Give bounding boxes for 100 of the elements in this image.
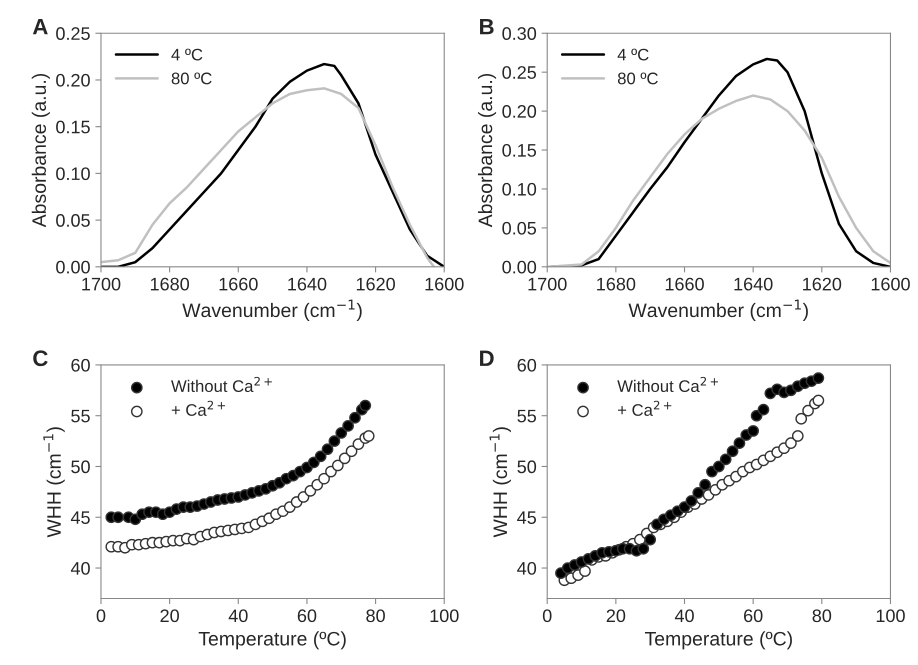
x-axis-title: Wavenumber (cm$^{−1}$) <box>628 300 808 322</box>
y-axis-title: Absorbance (a.u.) <box>478 74 496 228</box>
x-tick-label: 1680 <box>150 278 190 291</box>
point <box>785 437 797 449</box>
point <box>792 430 804 442</box>
y-tick-label: 55 <box>71 410 90 422</box>
point <box>322 443 334 456</box>
legend-label: + Ca$^{2+}$ <box>172 400 226 416</box>
point <box>328 435 340 447</box>
point <box>747 425 760 437</box>
point <box>338 452 351 464</box>
x-tick-label: 60 <box>298 609 316 622</box>
y-tick-label: 45 <box>517 511 536 524</box>
x-tick-label: 1620 <box>356 278 395 291</box>
y-tick-label: 40 <box>70 562 90 575</box>
x-tick-label: 1680 <box>597 278 636 291</box>
x-tick-label: 40 <box>674 609 694 622</box>
x-tick-label: 60 <box>744 609 762 622</box>
y-tick-label: 60 <box>518 358 536 372</box>
point <box>579 565 591 577</box>
point <box>112 511 124 524</box>
y-axis-title: Absorbance (a.u.) <box>32 74 50 228</box>
x-tick-label: 1700 <box>82 278 120 291</box>
chart-title: C <box>33 350 48 366</box>
point <box>359 400 372 412</box>
legend-label: Without Ca$^{2+}$ <box>171 376 272 392</box>
x-tick-label: 20 <box>160 609 179 622</box>
point <box>349 412 361 424</box>
x-tick-label: 1660 <box>220 278 258 291</box>
x-tick-label: 0 <box>96 609 106 622</box>
x-tick-label: 1660 <box>666 278 704 291</box>
y-tick-label: 0.15 <box>502 144 536 157</box>
x-tick-label: 100 <box>876 609 905 622</box>
point <box>335 427 348 439</box>
x-axis-title: Temperature (ºC) <box>644 631 792 650</box>
y-tick-label: 60 <box>71 358 90 372</box>
point <box>637 542 650 555</box>
point <box>362 430 375 442</box>
x-tick-label: 1600 <box>872 278 910 291</box>
legend-label: 80 ºC <box>172 72 212 84</box>
chart-title: D <box>480 350 494 366</box>
y-tick-label: 40 <box>517 562 536 575</box>
x-tick-label: 80 <box>812 609 832 622</box>
point <box>325 466 337 478</box>
x-tick-label: 1640 <box>734 278 773 291</box>
legend-label: Without Ca$^{2+}$ <box>617 376 718 392</box>
point <box>644 534 656 546</box>
x-axis-title: Wavenumber (cm$^{−1}$) <box>182 300 362 322</box>
y-tick-label: 50 <box>71 460 90 474</box>
x-tick-label: 20 <box>606 609 626 622</box>
x-tick-label: 1600 <box>426 278 464 291</box>
point <box>720 454 732 466</box>
x-tick-label: 40 <box>228 609 248 622</box>
chart-title: B <box>480 18 494 34</box>
legend-label: + Ca$^{2+}$ <box>618 400 672 416</box>
y-tick-label: 0.25 <box>56 27 90 40</box>
y-tick-label: 0.05 <box>56 214 90 227</box>
point <box>346 445 358 458</box>
y-tick-label: 0.20 <box>56 74 90 87</box>
point <box>812 394 824 406</box>
x-tick-label: 1640 <box>288 278 326 291</box>
y-tick-label: 0.25 <box>502 66 536 79</box>
point <box>332 460 344 472</box>
y-tick-label: 0.10 <box>502 182 536 196</box>
point <box>734 437 746 449</box>
y-tick-label: 0.00 <box>502 260 536 274</box>
x-tick-label: 80 <box>366 609 385 622</box>
x-tick-label: 0 <box>542 609 552 622</box>
chart-title: A <box>32 18 48 34</box>
x-tick-label: 1700 <box>528 278 567 291</box>
y-tick-label: 0.10 <box>56 167 90 180</box>
point <box>758 404 770 416</box>
point <box>311 478 324 491</box>
y-tick-label: 0.30 <box>502 27 536 40</box>
point <box>726 445 738 458</box>
x-tick-label: 1620 <box>803 278 842 291</box>
point <box>298 491 310 503</box>
y-axis-title: WHH (cm$^{−1}$) <box>490 427 511 538</box>
point <box>314 450 327 462</box>
y-tick-label: 45 <box>70 511 90 524</box>
point <box>795 412 808 425</box>
point <box>802 404 814 416</box>
point <box>712 460 725 472</box>
legend-label: 4 ºC <box>171 48 202 60</box>
y-tick-label: 0.20 <box>502 105 536 118</box>
y-tick-label: 0.05 <box>502 222 536 235</box>
point <box>812 372 824 384</box>
point <box>318 472 330 485</box>
y-tick-label: 55 <box>517 410 536 422</box>
y-tick-label: 0.00 <box>56 260 90 274</box>
y-axis-title: WHH (cm$^{−1}$) <box>43 427 65 538</box>
point <box>692 487 704 499</box>
point <box>699 478 711 491</box>
x-tick-label: 100 <box>430 609 459 622</box>
legend-label: 80 ºC <box>618 72 658 84</box>
x-axis-title: Temperature (ºC) <box>198 631 346 650</box>
y-tick-label: 50 <box>517 460 536 474</box>
point <box>342 420 354 432</box>
y-tick-label: 0.15 <box>56 120 90 134</box>
legend-label: 4 ºC <box>618 48 649 60</box>
